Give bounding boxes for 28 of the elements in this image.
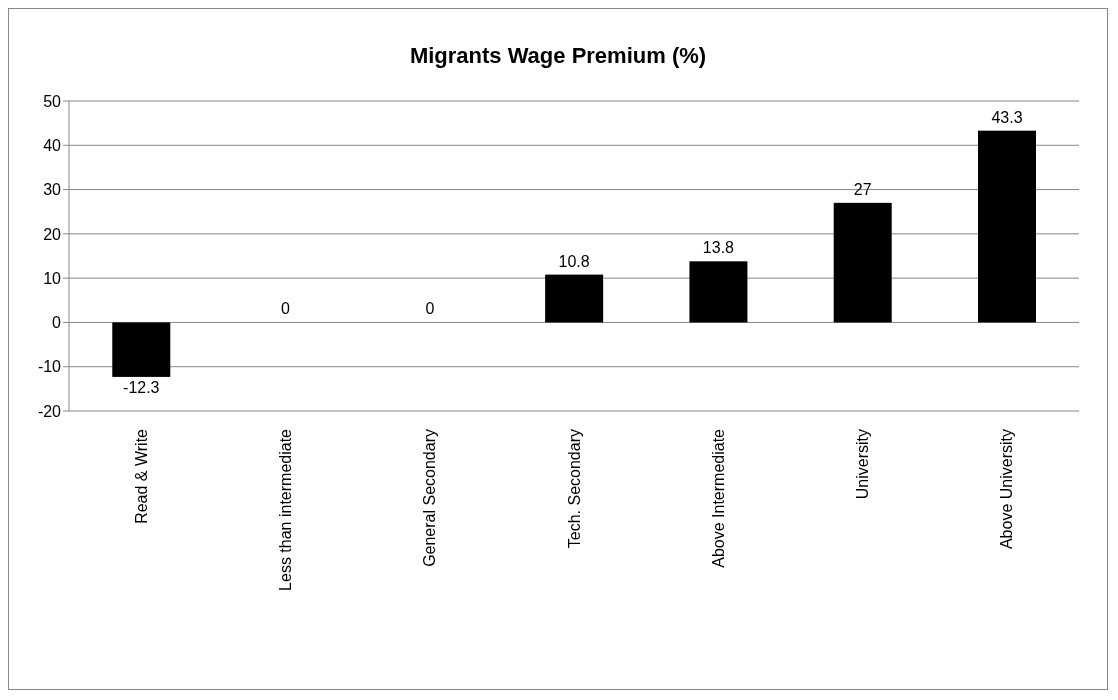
y-tick-label: 50 [43, 92, 62, 110]
y-tick-label: 30 [43, 181, 62, 199]
data-label: 27 [853, 180, 872, 198]
x-tick-label: Read & Write [132, 428, 150, 524]
x-tick-label: Above University [998, 429, 1016, 550]
y-tick-label: -10 [37, 358, 62, 376]
data-label: 43.3 [991, 108, 1023, 126]
y-tick-label: 0 [52, 314, 62, 332]
y-tick-label: -20 [37, 402, 62, 420]
data-label: 10.8 [558, 252, 590, 270]
data-label: 0 [281, 300, 291, 318]
chart-title: Migrants Wage Premium (%) [408, 42, 708, 70]
bar [112, 322, 171, 377]
data-label: 13.8 [702, 239, 735, 257]
y-tick-label: 40 [43, 136, 62, 154]
y-tick-label: 20 [43, 225, 62, 243]
x-tick-label: Tech. Secondary [565, 429, 583, 549]
x-tick-label: General Secondary [421, 429, 439, 567]
x-tick-label: University [854, 429, 872, 500]
bar [833, 202, 892, 323]
x-tick-label: Less than intermediate [276, 428, 294, 591]
x-tick-label: Above Intermediate [709, 428, 727, 568]
bar [545, 274, 604, 323]
data-label: 0 [425, 300, 435, 318]
data-label: -12.3 [123, 378, 160, 396]
y-tick-label: 10 [43, 269, 62, 287]
bar [689, 261, 748, 323]
bar [978, 130, 1036, 323]
